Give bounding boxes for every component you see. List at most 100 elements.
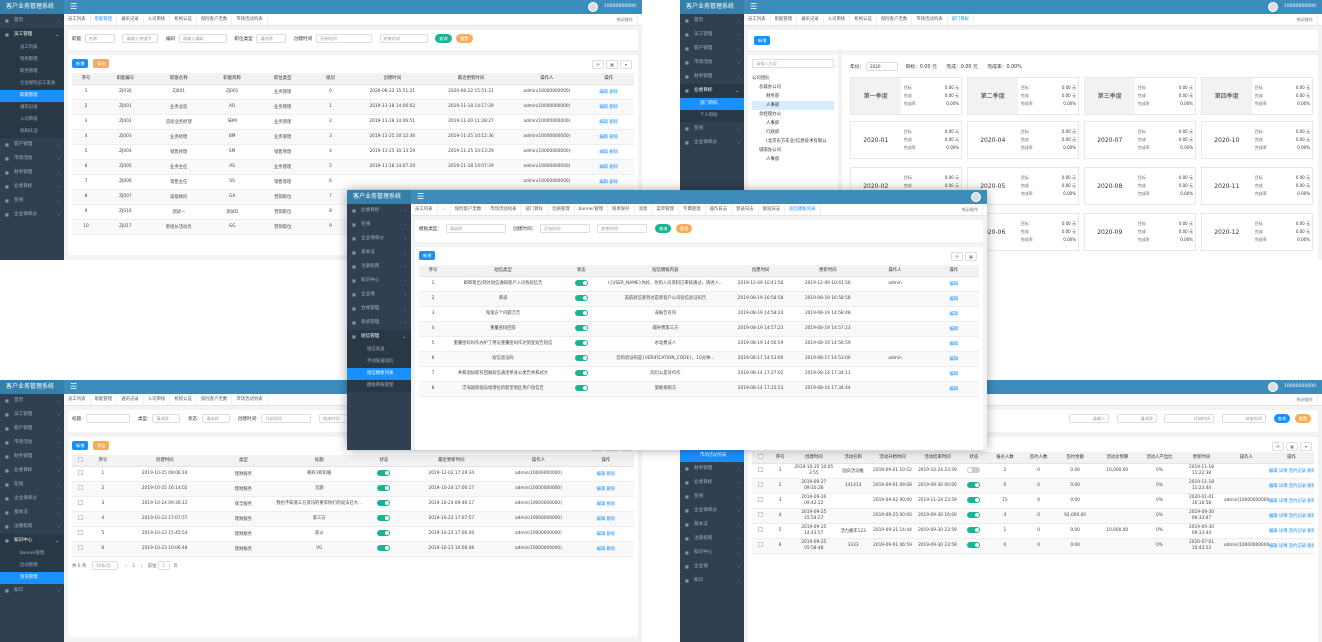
status-toggle[interactable] [574,280,588,287]
sidebar-item[interactable]: 市场活动 ‹ [680,56,744,70]
row-checkbox[interactable] [757,497,763,502]
select-all-checkbox[interactable] [77,456,83,462]
sidebar-item[interactable]: 业绩目标 ‹ [0,180,64,194]
tab[interactable]: 员工列表 [744,14,771,25]
sidebar-item[interactable]: 知识中心 ‹ [680,546,744,560]
sidebar-item[interactable]: 市场活动 ‹ [0,152,64,166]
row-checkbox[interactable] [77,470,83,475]
tab[interactable]: ... [438,204,451,215]
row-checkbox[interactable] [77,515,83,520]
sidebar-item[interactable]: 知识中心 ⌄ [0,534,64,548]
tab[interactable]: 市场活动列表 [232,14,268,25]
tab[interactable]: 职能管理 [771,14,798,25]
refresh-icon[interactable]: ⟳ [1272,442,1284,451]
sidebar-item[interactable]: 财务管理 ‹ [0,166,64,180]
tree-node[interactable]: 城南办公司 [759,148,781,153]
tab[interactable]: 保险客户无数 [877,14,913,25]
status-toggle[interactable] [967,542,981,549]
sidebar-subitem[interactable]: 短信模板列表 [347,368,411,380]
sidebar-subitem[interactable]: 员工列表 [0,42,64,54]
row-actions[interactable]: 编辑 [928,291,979,307]
tab[interactable]: 操作日志 [706,204,733,215]
tree-node[interactable]: 总裁办公司 [759,85,781,90]
row-checkbox[interactable] [757,527,763,532]
job-type-select[interactable]: 请选择 [256,34,287,43]
sidebar-item[interactable]: 业绩目标 ⌄ [680,84,744,98]
sidebar-subitem[interactable]: 启动管理 [0,560,64,572]
refresh-icon[interactable]: ⟳ [951,252,963,261]
export-icon[interactable]: ▾ [620,60,632,69]
row-actions[interactable]: 编辑 删除 [583,129,634,145]
status-toggle[interactable] [574,310,588,317]
status-toggle[interactable] [574,325,588,332]
row-actions[interactable]: 编辑 详情 签约记录 删除 [1268,508,1314,524]
sidebar-item[interactable]: 业绩目标 ‹ [347,204,411,218]
tab[interactable]: 职能管理 [91,14,118,25]
start-time[interactable]: 开始时间 [539,224,590,233]
row-checkbox[interactable] [757,467,763,472]
row-actions[interactable]: 编辑 [928,381,979,397]
avatar[interactable] [1268,382,1278,392]
sidebar-item[interactable]: 首页 ‹ [0,14,64,28]
avatar[interactable] [1268,2,1278,12]
sidebar-subitem[interactable]: 资讯管理 [0,572,64,584]
tree-node[interactable]: 人事部 [752,101,834,110]
status-toggle[interactable] [377,530,391,537]
row-checkbox[interactable] [77,530,83,535]
columns-icon[interactable]: ▦ [606,60,618,69]
activity-name-input[interactable]: 请输入 [1069,414,1110,423]
end-time[interactable]: 结束时间 [1222,414,1267,423]
tab[interactable]: 部门目标 [521,204,549,215]
export-button[interactable]: 导出 [92,441,110,450]
tree-node[interactable]: (北京东方车业)信息技术有限公 [766,139,827,144]
sidebar-subitem[interactable]: 职能管理 [0,90,64,102]
tab[interactable]: 通讯记录 [117,14,144,25]
tab[interactable]: 保单保存 [608,204,635,215]
tab[interactable]: 机构认证 [850,14,877,25]
row-checkbox[interactable] [77,545,83,550]
sidebar-subitem[interactable]: 个人目标 [680,110,744,122]
sidebar-item[interactable]: 注册指南 ‹ [347,260,411,274]
sidebar-item[interactable]: 在线 ‹ [680,490,744,504]
status-toggle[interactable] [967,527,981,534]
end-time[interactable]: 结束时间 [597,224,648,233]
sidebar-item[interactable]: 首页 ‹ [680,14,744,28]
status-toggle[interactable] [574,340,588,347]
prev-page[interactable]: ‹ [125,563,127,569]
tab[interactable]: 市场活动列表 [232,394,268,405]
sidebar-item[interactable]: 客户管理 ‹ [0,138,64,152]
start-time[interactable]: 开始时间 [315,34,372,43]
close-all-tabs[interactable]: 关闭操作 [957,204,983,215]
row-actions[interactable]: 编辑 详情 签约记录 删除 [1268,463,1314,479]
tab[interactable]: 入司审核 [824,14,851,25]
tab[interactable]: 优质管理 [548,204,575,215]
row-checkbox[interactable] [77,485,83,490]
tab[interactable]: 市场活动列表 [486,204,522,215]
sidebar-item[interactable]: 在线 ‹ [680,122,744,136]
tree-node[interactable]: 人事部 [766,157,780,162]
sidebar-item[interactable]: 企业保单分 ‹ [347,232,411,246]
user-name[interactable]: 10000000000 [603,4,636,9]
sidebar-item[interactable]: 知识中心 ‹ [347,274,411,288]
sidebar-item[interactable]: 财务管理 ‹ [680,462,744,476]
avatar[interactable] [971,192,981,202]
status-toggle[interactable] [574,295,588,302]
refresh-icon[interactable]: ⟳ [592,60,604,69]
row-actions[interactable]: 编辑 删除 [577,496,634,512]
row-actions[interactable]: 编辑 删除 [577,511,634,527]
tab[interactable]: 菜单管理 [652,204,679,215]
sidebar-subitem[interactable]: 通讯记录 [0,102,64,114]
sidebar-item[interactable]: 企业保单分 ‹ [680,504,744,518]
avatar[interactable] [588,2,598,12]
sidebar-item[interactable]: 基本法 ‹ [347,246,411,260]
sidebar-subitem[interactable]: 市场活动列表 [680,450,744,462]
tree-node[interactable]: 行政部 [766,130,780,135]
sidebar-item[interactable]: 注册指南 ‹ [680,532,744,546]
sidebar-subitem[interactable]: 模板审核管理 [347,380,411,392]
tab[interactable]: 部门目标 [948,14,975,25]
tab[interactable]: 通讯记录 [797,14,824,25]
add-button[interactable]: 新增 [72,59,89,68]
tab[interactable]: 短信模板列表 [785,204,821,215]
close-all-tabs[interactable]: 关闭操作 [1292,394,1318,405]
tree-node[interactable]: 总经理办公 [759,112,781,117]
